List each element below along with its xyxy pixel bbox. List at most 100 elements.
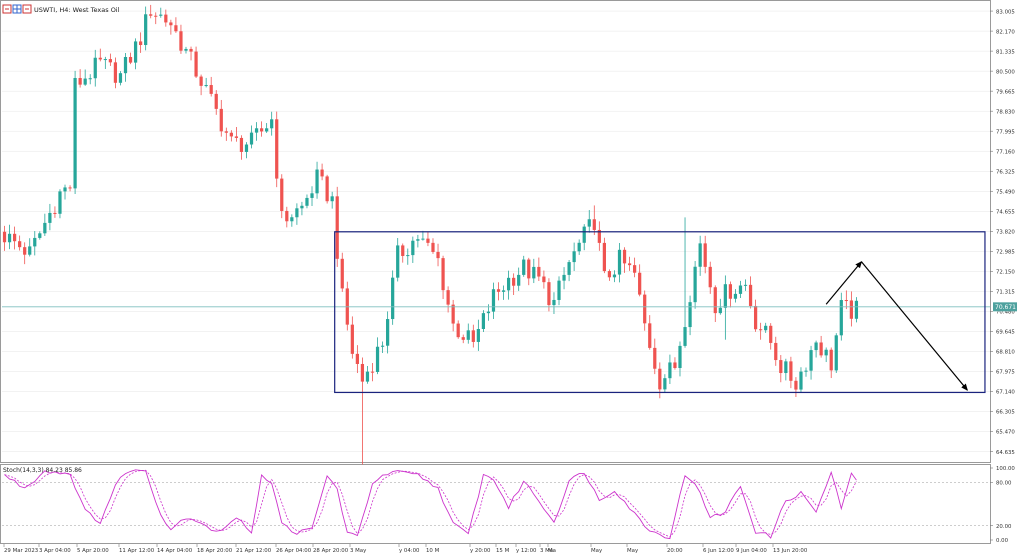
- price-tick-label: 71.315: [996, 290, 1015, 296]
- candle-body: [310, 193, 314, 198]
- candle-body: [703, 243, 707, 267]
- time-tick-label: y 20:00: [470, 548, 491, 554]
- time-tick-label: May: [627, 548, 639, 554]
- candle-body: [542, 276, 546, 283]
- candle-body: [204, 85, 208, 87]
- time-tick-label: 21 Apr 12:00: [236, 548, 272, 554]
- candle-body: [648, 323, 652, 348]
- price-tick-label: 83.005: [996, 9, 1015, 15]
- candle-body: [209, 85, 213, 94]
- candle-body: [12, 233, 17, 242]
- price-axis: 83.005 82.170 81.335 80.500 79.665 78.830 77.9…: [990, 9, 1015, 544]
- time-tick-label: 15 M: [496, 548, 510, 554]
- candle-body: [658, 368, 662, 390]
- candle-body: [174, 25, 178, 32]
- candle-body: [426, 238, 430, 243]
- candle-body: [280, 178, 284, 211]
- candle-body: [799, 371, 803, 390]
- time-tick-label: 9 Jun 04:00: [736, 548, 767, 554]
- candle-body: [698, 243, 702, 267]
- candle-body: [627, 263, 632, 266]
- price-tick-label: 78.830: [996, 109, 1015, 115]
- candle-body: [456, 323, 460, 338]
- price-tick-label: 77.160: [996, 149, 1015, 155]
- candle-body: [522, 259, 526, 275]
- candle-body: [769, 325, 773, 343]
- price-tick-label: 70.480: [996, 310, 1015, 316]
- candle-body: [360, 363, 365, 382]
- candle-body: [527, 259, 531, 279]
- candle-body: [764, 325, 768, 331]
- candle-body: [688, 302, 692, 328]
- candle-body: [98, 57, 102, 60]
- chart-icon[interactable]: [2, 4, 12, 14]
- price-tick-label: 66.305: [996, 410, 1015, 416]
- candle-body: [38, 233, 42, 238]
- candle-body: [229, 132, 233, 137]
- stoch-main-line: [4, 469, 857, 540]
- candle-body: [421, 238, 425, 240]
- price-tick-label: 75.490: [996, 189, 1015, 195]
- candle-body: [214, 93, 218, 109]
- candle-body: [512, 277, 516, 286]
- candle-body: [88, 78, 92, 80]
- range-box: [334, 231, 986, 394]
- candle-body: [784, 361, 788, 374]
- price-tick-label: 67.140: [996, 390, 1015, 396]
- candle-body: [275, 119, 279, 179]
- price-tick-label: 65.470: [996, 430, 1015, 436]
- price-tick-label: 68.810: [996, 350, 1015, 356]
- candle-body: [123, 56, 128, 74]
- candle-body: [355, 353, 359, 364]
- candle-body: [481, 313, 486, 330]
- candle-body: [466, 330, 470, 340]
- table-icon[interactable]: [12, 4, 22, 14]
- candle-body: [285, 210, 289, 222]
- candle-body: [108, 59, 112, 63]
- candle-body: [446, 290, 450, 305]
- candle-body: [219, 108, 223, 132]
- projection-arrow: [860, 261, 968, 391]
- candle-body: [370, 371, 375, 373]
- candle-body: [265, 128, 269, 132]
- candle-body: [305, 197, 309, 206]
- candle-body: [7, 233, 12, 243]
- candle-body: [416, 239, 420, 241]
- candle-body: [789, 361, 793, 381]
- candle-body: [718, 307, 722, 314]
- candle-body: [73, 77, 77, 189]
- candle-body: [441, 258, 445, 291]
- candle-body: [224, 131, 228, 133]
- chart-icon[interactable]: [22, 4, 32, 14]
- candle-body: [234, 136, 239, 138]
- candle-body: [547, 282, 551, 306]
- candle-body: [743, 284, 748, 286]
- candle-body: [184, 48, 188, 51]
- candle-body: [254, 128, 259, 133]
- stoch-tick-label: 80.00: [996, 481, 1012, 487]
- candle-body: [602, 242, 606, 272]
- candle-body: [270, 119, 274, 129]
- candle-body: [68, 187, 72, 189]
- candle-body: [663, 378, 667, 390]
- time-tick-label: 28 Apr 20:00: [313, 548, 349, 554]
- candle-body: [300, 205, 304, 209]
- candle-body: [436, 251, 440, 259]
- price-tick-label: 64.635: [996, 450, 1015, 456]
- time-tick-label: 3 May: [350, 548, 367, 554]
- candle-body: [552, 299, 556, 306]
- time-tick-label: 3 Ma: [540, 548, 553, 554]
- candle-body: [149, 14, 153, 16]
- candle-body: [814, 342, 818, 351]
- candle-body: [643, 294, 647, 324]
- candle-body: [849, 300, 853, 319]
- candle-body: [496, 289, 501, 292]
- candle-body: [607, 271, 612, 278]
- candle-body: [748, 284, 753, 306]
- candle-body: [48, 212, 52, 223]
- price-tick-label: 82.170: [996, 29, 1015, 35]
- time-tick-label: 5 Apr 20:00: [77, 548, 109, 554]
- candle-body: [33, 237, 37, 247]
- candle-body: [471, 330, 475, 342]
